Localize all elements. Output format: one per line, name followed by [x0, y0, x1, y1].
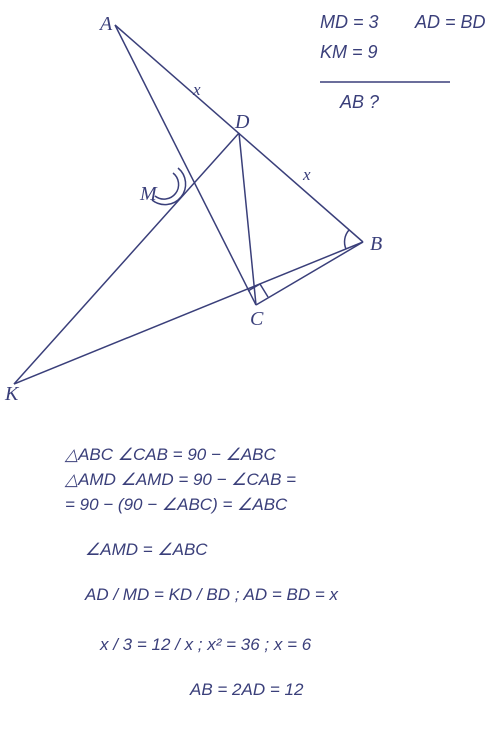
proof-line-4: ∠AMD = ∠ABC [85, 540, 208, 560]
proof-line-2: = 90 − (90 − ∠ABC) = ∠ABC [65, 495, 287, 515]
angle-arc-B [345, 230, 349, 249]
given-ad-bd: AD = BD [415, 12, 486, 33]
given-md: MD = 3 [320, 12, 379, 33]
label-C: C [250, 308, 264, 330]
line-KB [14, 242, 363, 384]
line-CD [239, 133, 256, 305]
given-find: AB ? [340, 92, 379, 113]
label-D: D [234, 111, 250, 133]
proof-line-1: △AMD ∠AMD = 90 − ∠CAB = [65, 470, 296, 490]
label-M: M [139, 183, 158, 205]
label-A: A [98, 13, 113, 35]
proof-line-6: AD / MD = KD / BD ; AD = BD = x [85, 585, 338, 605]
label-B: B [370, 233, 382, 255]
segment-label-x1: x [192, 80, 201, 99]
proof-line-10: AB = 2AD = 12 [190, 680, 303, 700]
geometry-diagram: A B C D M K x x [0, 0, 500, 735]
proof-line-8: x / 3 = 12 / x ; x² = 36 ; x = 6 [100, 635, 311, 655]
line-AC [115, 25, 256, 305]
proof-line-0: △ABC ∠CAB = 90 − ∠ABC [65, 445, 276, 465]
line-KD [14, 133, 239, 384]
line-BC [256, 242, 363, 305]
label-K: K [4, 383, 20, 405]
segment-label-x2: x [302, 165, 311, 184]
given-km: KM = 9 [320, 42, 378, 63]
angle-arc-M [155, 173, 179, 199]
